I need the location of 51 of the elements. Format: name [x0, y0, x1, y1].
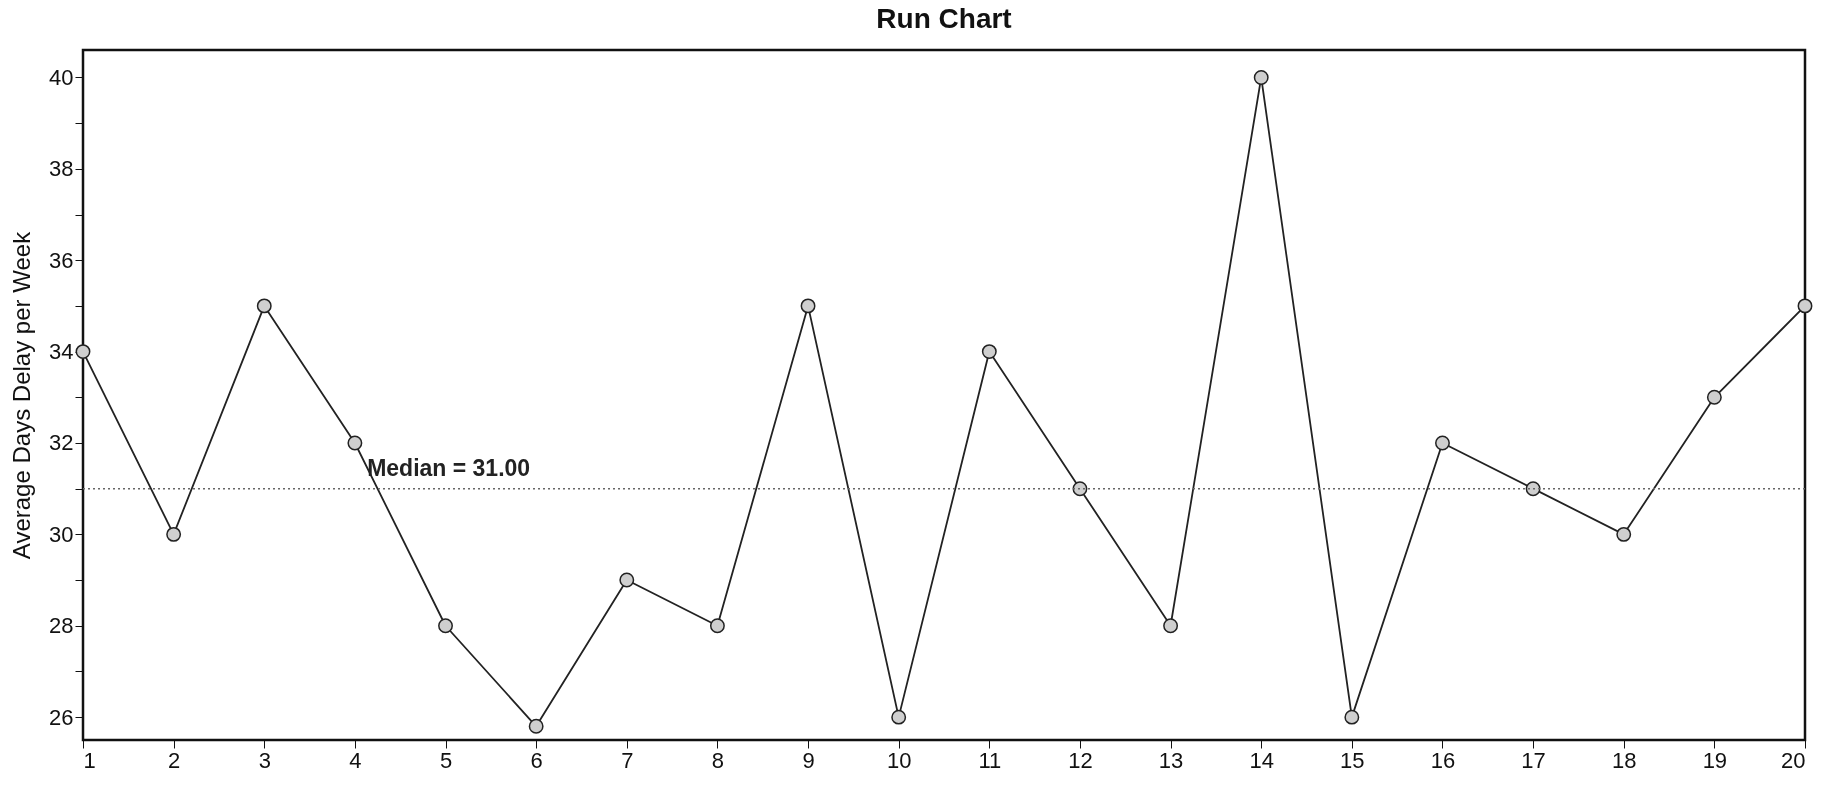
- point: [166, 526, 182, 542]
- point: [438, 618, 453, 634]
- y-tick-label: 32: [49, 430, 74, 456]
- chart-title: Run Chart: [876, 3, 1012, 34]
- point: [709, 618, 725, 634]
- y-tick-label: 28: [49, 613, 74, 639]
- x-tick-label: 15: [1340, 747, 1365, 773]
- x-tick-label: 9: [802, 747, 815, 773]
- x-tick-label: 2: [168, 747, 181, 773]
- y-tick-label: 30: [49, 521, 74, 547]
- point: [981, 344, 997, 360]
- point: [1072, 481, 1088, 497]
- point: [1616, 526, 1632, 542]
- point: [1253, 69, 1269, 85]
- x-tick-label: 16: [1430, 747, 1456, 773]
- x-tick-label: 18: [1611, 747, 1637, 773]
- point: [528, 718, 544, 734]
- x-tick-label: 12: [1068, 747, 1093, 773]
- y-tick-label: 26: [49, 704, 74, 730]
- y-axis-title: Average Days Delay per Week: [8, 230, 36, 560]
- x-tick-label: 1: [83, 747, 96, 773]
- point: [1435, 435, 1450, 451]
- x-tick-label: 10: [886, 747, 912, 773]
- x-tick-label: 8: [711, 747, 725, 773]
- point: [619, 572, 635, 588]
- x-tick-label: 6: [530, 747, 543, 773]
- point: [1525, 481, 1541, 497]
- y-tick-label: 34: [49, 339, 74, 365]
- y-tick-label: 38: [49, 156, 74, 182]
- x-tick-label: 4: [349, 747, 362, 773]
- x-tick-label: 5: [439, 747, 453, 773]
- point: [1344, 709, 1360, 725]
- x-tick-label: 3: [258, 747, 271, 773]
- point: [1163, 618, 1179, 634]
- point: [1706, 389, 1722, 405]
- ref-line-label: Median = 31.00: [367, 454, 531, 481]
- point: [347, 435, 363, 451]
- x-tick-label: 11: [978, 747, 1002, 773]
- x-tick-label: 19: [1702, 747, 1728, 773]
- x-tick-label: 13: [1158, 747, 1184, 773]
- point: [75, 344, 91, 360]
- point: [256, 298, 272, 314]
- point: [891, 709, 907, 725]
- x-tick-label: 7: [621, 747, 634, 773]
- x-tick-label: 14: [1249, 747, 1274, 773]
- y-tick-label: 36: [49, 247, 74, 273]
- point: [1797, 298, 1813, 314]
- y-tick-label: 40: [49, 64, 74, 90]
- x-tick-label: 17: [1521, 747, 1546, 773]
- x-tick-label: 20: [1781, 747, 1806, 773]
- point: [800, 298, 816, 314]
